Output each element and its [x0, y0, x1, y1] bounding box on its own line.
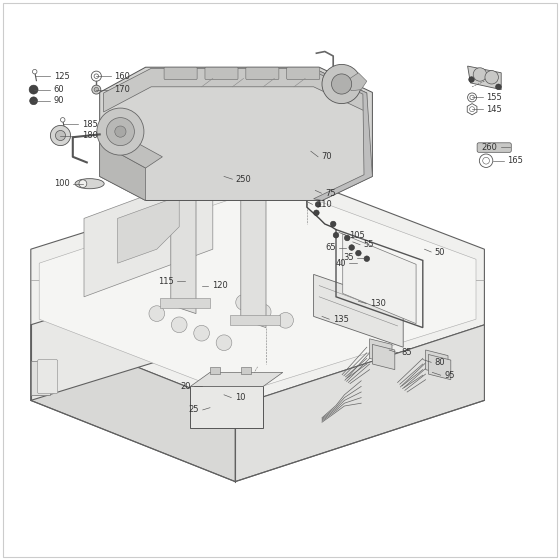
- Text: 110: 110: [316, 200, 332, 209]
- Circle shape: [194, 325, 209, 341]
- Text: 160: 160: [114, 72, 130, 81]
- Text: 145: 145: [486, 105, 502, 114]
- Polygon shape: [241, 188, 266, 328]
- Text: 10: 10: [235, 393, 245, 402]
- Circle shape: [50, 125, 71, 146]
- Circle shape: [106, 118, 134, 146]
- Polygon shape: [314, 274, 403, 347]
- Text: 120: 120: [212, 281, 227, 290]
- Text: 165: 165: [507, 156, 523, 165]
- FancyBboxPatch shape: [210, 367, 220, 374]
- Polygon shape: [31, 325, 235, 482]
- Text: 65: 65: [325, 243, 336, 252]
- Circle shape: [333, 232, 339, 238]
- FancyBboxPatch shape: [38, 360, 58, 394]
- Polygon shape: [100, 132, 162, 168]
- Text: 260: 260: [482, 143, 497, 152]
- Polygon shape: [31, 248, 280, 400]
- Text: 250: 250: [236, 175, 251, 184]
- Ellipse shape: [32, 383, 46, 390]
- Text: 130: 130: [370, 299, 385, 308]
- Circle shape: [60, 118, 65, 122]
- Circle shape: [92, 85, 101, 94]
- FancyBboxPatch shape: [31, 361, 50, 395]
- Circle shape: [496, 84, 501, 90]
- Circle shape: [94, 87, 99, 92]
- Circle shape: [330, 221, 336, 227]
- Circle shape: [349, 245, 354, 250]
- FancyBboxPatch shape: [477, 143, 511, 152]
- Circle shape: [115, 126, 126, 137]
- Circle shape: [479, 154, 493, 167]
- Text: 50: 50: [435, 248, 445, 256]
- Circle shape: [79, 180, 87, 188]
- Circle shape: [485, 71, 498, 84]
- Polygon shape: [204, 178, 232, 196]
- Text: 90: 90: [54, 96, 64, 105]
- Polygon shape: [468, 66, 501, 90]
- Text: 85: 85: [401, 348, 412, 357]
- Text: 125: 125: [54, 72, 69, 81]
- Polygon shape: [104, 68, 367, 112]
- Circle shape: [236, 295, 251, 310]
- Polygon shape: [372, 344, 395, 370]
- Polygon shape: [190, 372, 283, 386]
- Circle shape: [149, 306, 165, 321]
- Polygon shape: [84, 171, 213, 297]
- Text: 105: 105: [349, 231, 365, 240]
- Polygon shape: [171, 171, 196, 314]
- Ellipse shape: [32, 389, 46, 395]
- Circle shape: [278, 312, 293, 328]
- Circle shape: [483, 157, 489, 164]
- Text: 170: 170: [114, 85, 130, 94]
- Polygon shape: [100, 67, 372, 200]
- Polygon shape: [370, 339, 392, 364]
- Text: 70: 70: [321, 152, 332, 161]
- FancyBboxPatch shape: [287, 67, 320, 80]
- Polygon shape: [100, 143, 146, 200]
- Text: 55: 55: [363, 240, 374, 249]
- Polygon shape: [235, 325, 484, 482]
- FancyBboxPatch shape: [205, 67, 238, 80]
- Text: 180: 180: [82, 131, 97, 140]
- Circle shape: [216, 335, 232, 351]
- Ellipse shape: [32, 377, 46, 385]
- FancyBboxPatch shape: [190, 386, 263, 428]
- Circle shape: [468, 93, 477, 102]
- Circle shape: [469, 77, 474, 82]
- Circle shape: [322, 64, 361, 104]
- Text: 100: 100: [54, 179, 69, 188]
- Text: 40: 40: [335, 259, 346, 268]
- Polygon shape: [467, 104, 477, 115]
- Text: 35: 35: [343, 253, 354, 262]
- FancyBboxPatch shape: [230, 315, 280, 325]
- Polygon shape: [39, 185, 476, 395]
- Text: 60: 60: [54, 85, 64, 94]
- Circle shape: [364, 256, 370, 262]
- Circle shape: [332, 74, 352, 94]
- Ellipse shape: [32, 366, 46, 374]
- Polygon shape: [31, 171, 484, 406]
- Polygon shape: [342, 73, 367, 91]
- Text: 185: 185: [82, 120, 97, 129]
- Circle shape: [314, 210, 319, 216]
- Polygon shape: [426, 350, 448, 375]
- Polygon shape: [311, 68, 372, 200]
- FancyBboxPatch shape: [241, 367, 251, 374]
- FancyBboxPatch shape: [246, 67, 279, 80]
- Polygon shape: [428, 354, 451, 380]
- Circle shape: [30, 97, 38, 105]
- Text: 155: 155: [486, 93, 502, 102]
- Circle shape: [171, 317, 187, 333]
- Text: 115: 115: [158, 277, 174, 286]
- Circle shape: [470, 95, 474, 100]
- Text: 80: 80: [435, 358, 445, 367]
- Text: 135: 135: [333, 315, 348, 324]
- Ellipse shape: [75, 179, 104, 189]
- Circle shape: [29, 85, 38, 94]
- Circle shape: [97, 108, 144, 155]
- FancyBboxPatch shape: [160, 298, 210, 308]
- Circle shape: [344, 235, 350, 241]
- Polygon shape: [118, 196, 179, 263]
